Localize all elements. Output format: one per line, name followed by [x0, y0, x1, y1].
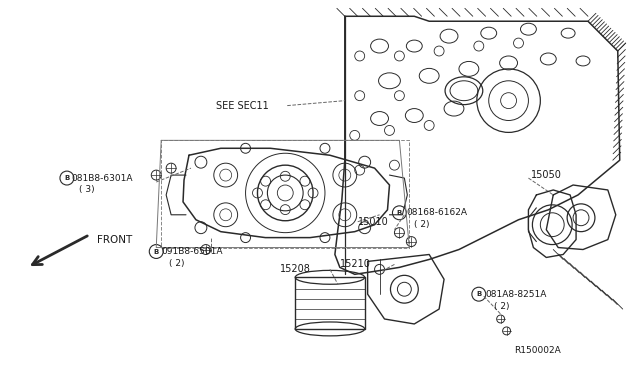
Text: B: B	[476, 291, 481, 297]
Text: 15208: 15208	[280, 264, 311, 275]
Text: ( 2): ( 2)	[493, 302, 509, 311]
Text: ( 3): ( 3)	[79, 186, 95, 195]
Text: 15050: 15050	[531, 170, 563, 180]
Text: 15210: 15210	[340, 259, 371, 269]
Text: ( 2): ( 2)	[169, 259, 184, 268]
Circle shape	[60, 171, 74, 185]
Text: 15010: 15010	[358, 217, 388, 227]
Text: 081A8-8251A: 081A8-8251A	[486, 290, 547, 299]
Text: B: B	[64, 175, 70, 181]
Text: 091B8-6501A: 091B8-6501A	[161, 247, 223, 256]
Circle shape	[472, 287, 486, 301]
Circle shape	[392, 206, 406, 220]
Text: 081B8-6301A: 081B8-6301A	[72, 174, 133, 183]
Text: SEE SEC11: SEE SEC11	[216, 100, 269, 110]
Circle shape	[149, 244, 163, 259]
Text: FRONT: FRONT	[97, 235, 132, 245]
Text: ( 2): ( 2)	[414, 220, 430, 229]
Text: R150002A: R150002A	[515, 346, 561, 355]
Text: B: B	[397, 210, 402, 216]
Text: 08168-6162A: 08168-6162A	[406, 208, 467, 217]
Text: B: B	[154, 248, 159, 254]
